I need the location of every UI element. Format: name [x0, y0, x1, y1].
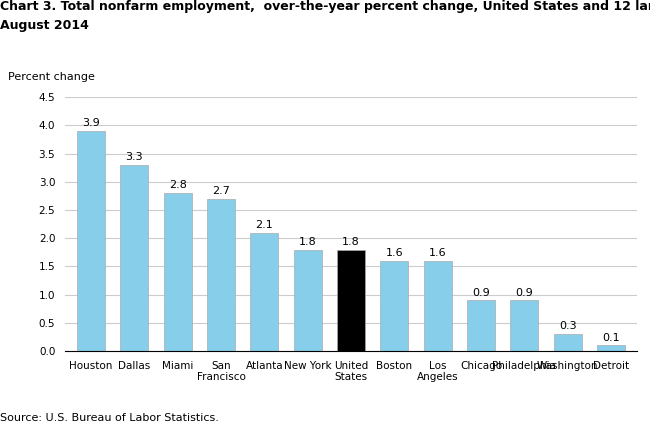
Bar: [120, 165, 148, 351]
Bar: [380, 261, 408, 351]
Text: 1.6: 1.6: [429, 248, 447, 258]
Bar: [597, 346, 625, 351]
Text: 0.3: 0.3: [559, 321, 577, 331]
Text: 1.8: 1.8: [299, 237, 317, 247]
Text: 2.8: 2.8: [169, 180, 187, 190]
Text: 0.9: 0.9: [472, 288, 490, 297]
Text: 2.1: 2.1: [255, 220, 273, 230]
Text: Source: U.S. Bureau of Labor Statistics.: Source: U.S. Bureau of Labor Statistics.: [0, 413, 219, 423]
Text: 0.1: 0.1: [602, 332, 620, 343]
Bar: [424, 261, 452, 351]
Text: August 2014: August 2014: [0, 19, 89, 32]
Bar: [207, 199, 235, 351]
Text: Chart 3. Total nonfarm employment,  over-the-year percent change, United States : Chart 3. Total nonfarm employment, over-…: [0, 0, 650, 13]
Text: 2.7: 2.7: [212, 186, 230, 196]
Text: 1.6: 1.6: [385, 248, 403, 258]
Text: 0.9: 0.9: [515, 288, 533, 297]
Bar: [250, 233, 278, 351]
Text: 1.8: 1.8: [342, 237, 360, 247]
Text: Percent change: Percent change: [8, 72, 95, 82]
Bar: [467, 300, 495, 351]
Bar: [554, 334, 582, 351]
Text: 3.3: 3.3: [125, 152, 143, 162]
Bar: [77, 131, 105, 351]
Bar: [294, 250, 322, 351]
Text: 3.9: 3.9: [82, 118, 100, 128]
Bar: [510, 300, 538, 351]
Bar: [337, 250, 365, 351]
Bar: [164, 193, 192, 351]
